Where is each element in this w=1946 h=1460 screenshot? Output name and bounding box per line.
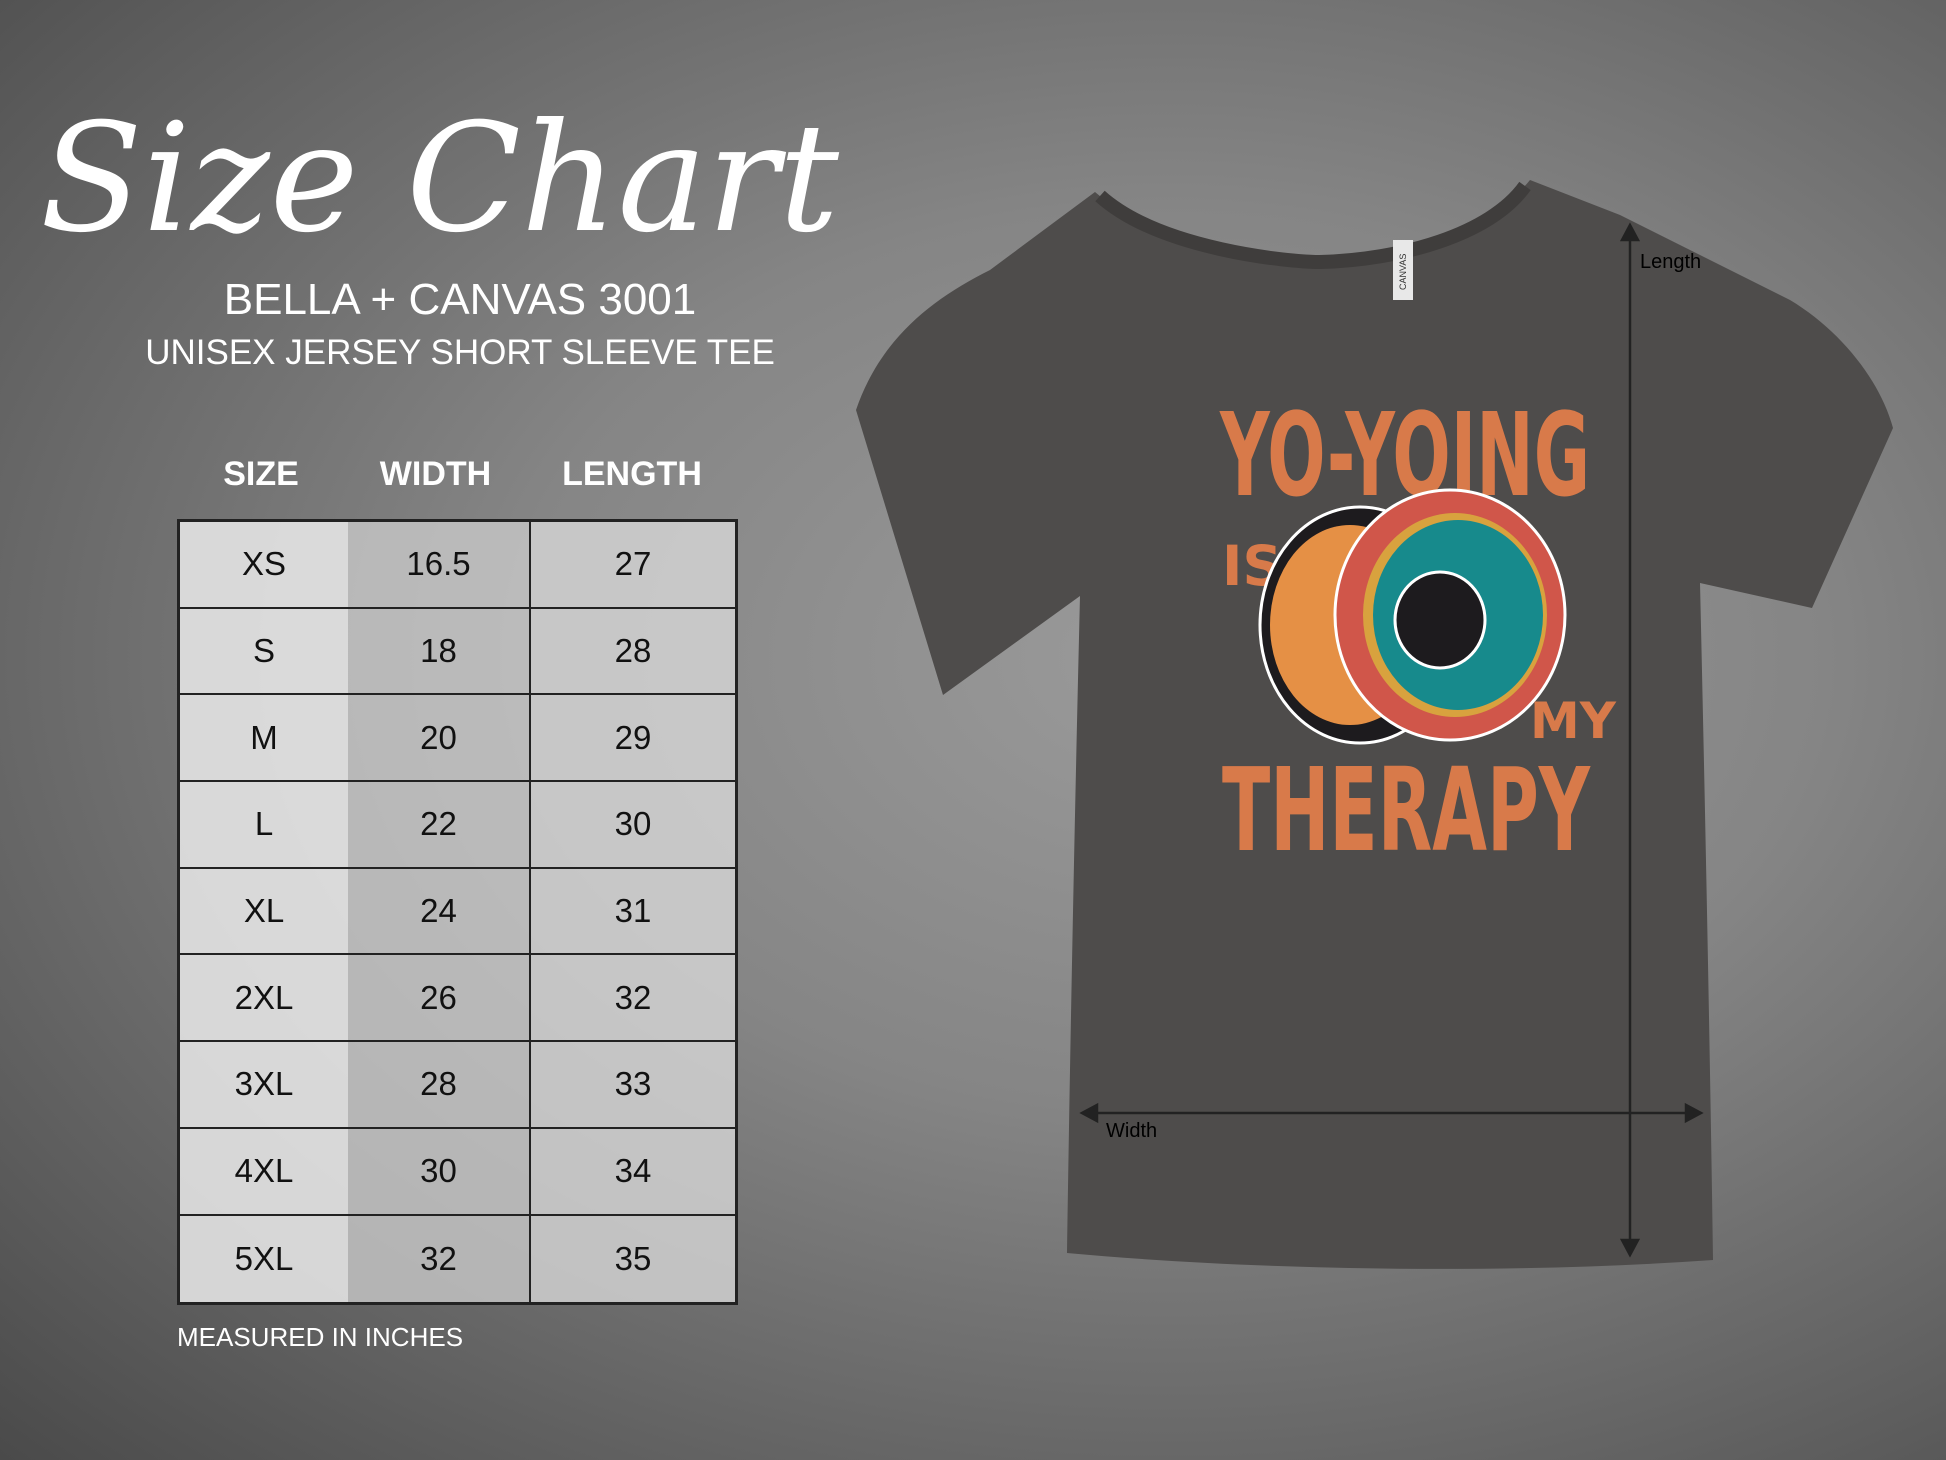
cell-width: 18 [348,608,531,694]
cell-size: L [180,782,348,867]
table-row: L 22 30 [180,782,735,869]
table-row: 5XL 32 35 [180,1215,735,1303]
cell-width: 16.5 [348,522,531,607]
tag-text: CANVAS [1398,254,1408,290]
cell-size: XL [180,868,348,954]
table-row: XS 16.5 27 [180,522,735,609]
script-title-text: Size Chart [40,92,840,266]
cell-size: 2XL [180,955,348,1041]
cell-width: 20 [348,695,531,781]
table-row: S 18 28 [180,608,735,696]
column-header-size: SIZE [223,455,299,493]
units-footnote: MEASURED IN INCHES [177,1322,464,1352]
table-row: M 20 29 [180,695,735,783]
design-line-4: THERAPY [1222,744,1591,878]
cell-length: 30 [531,782,735,867]
cell-width: 26 [348,955,531,1041]
tshirt-collar [1095,181,1531,270]
table-row: 4XL 30 34 [180,1128,735,1216]
cell-size: 4XL [180,1128,348,1214]
width-dimension-arrow [1079,1102,1704,1124]
cell-width: 24 [348,868,531,954]
cell-length: 29 [531,695,735,781]
cell-size: S [180,608,348,694]
cell-width: 22 [348,782,531,867]
yoyo-graphic [1258,488,1567,745]
size-table: XS 16.5 27 S 18 28 M 20 29 L 22 30 XL 24 31 2XL 26 32 3XL 2… [177,519,738,1306]
cell-size: M [180,695,348,781]
width-label: Width [1106,1120,1157,1142]
cell-length: 35 [531,1215,735,1303]
cell-length: 32 [531,955,735,1041]
cell-width: 28 [348,1042,531,1127]
size-chart-script-title: Size Chart [40,92,840,266]
cell-length: 27 [531,522,735,607]
design-line-3: MY [1530,692,1617,750]
length-dimension-arrow [1619,222,1641,1258]
table-row: 2XL 26 32 [180,955,735,1043]
table-row: XL 24 31 [180,868,735,956]
cell-length: 31 [531,868,735,954]
cell-width: 32 [348,1215,531,1303]
table-row: 3XL 28 33 [180,1042,735,1129]
length-label: Length [1640,251,1701,273]
cell-size: 3XL [180,1042,348,1127]
cell-length: 33 [531,1042,735,1127]
product-subtitle: UNISEX JERSEY SHORT SLEEVE TEE [145,333,775,372]
column-header-length: LENGTH [562,455,702,493]
tshirt-tag [1393,240,1413,300]
cell-width: 30 [348,1128,531,1214]
cell-size: XS [180,522,348,607]
brand-title: BELLA + CANVAS 3001 [223,275,697,324]
column-header-width: WIDTH [379,455,492,493]
cell-length: 34 [531,1128,735,1214]
cell-length: 28 [531,608,735,694]
cell-size: 5XL [180,1215,348,1303]
